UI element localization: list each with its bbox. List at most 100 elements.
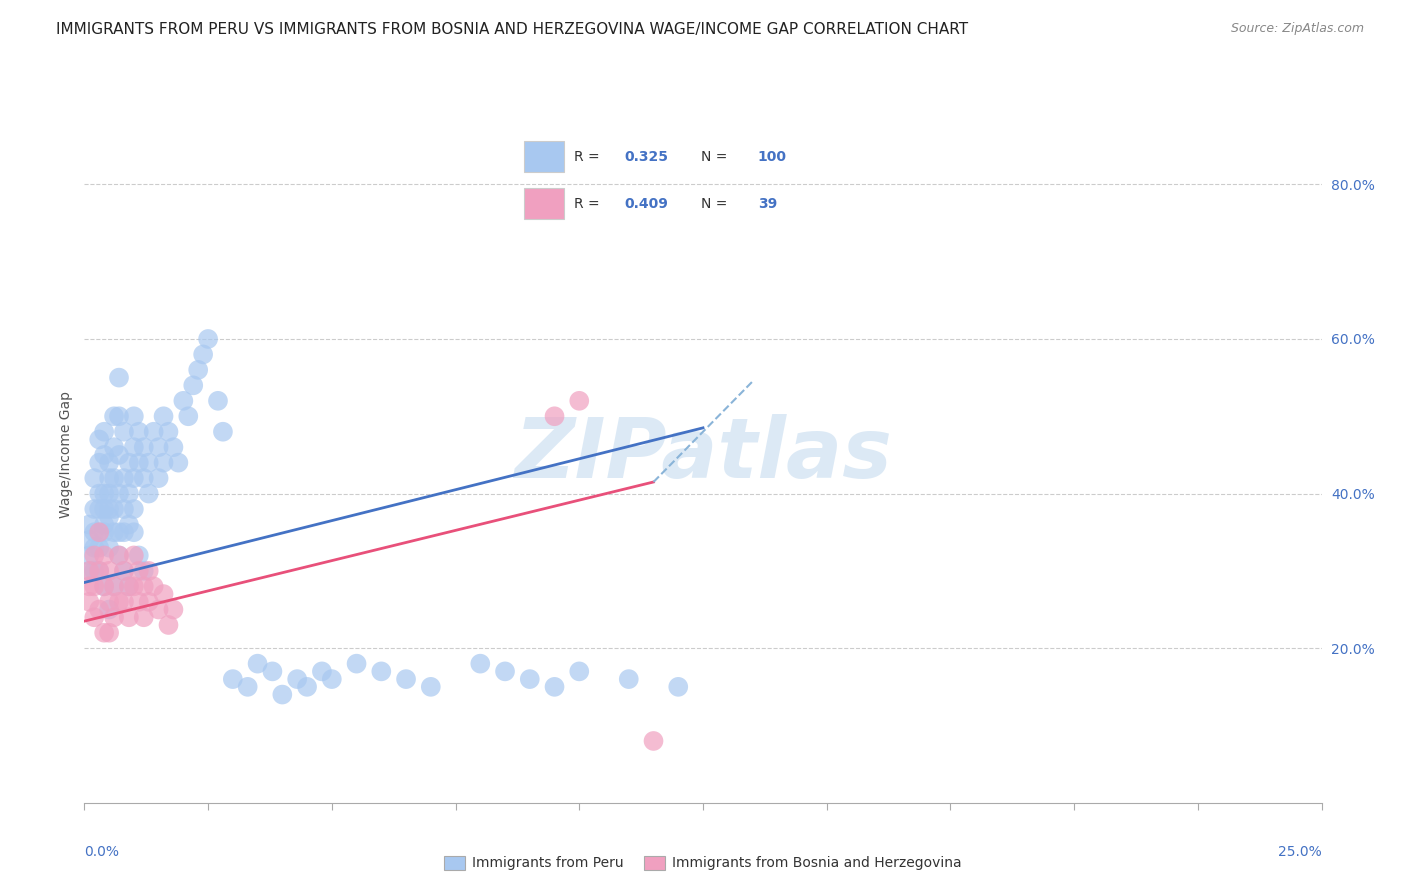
Point bbox=[112, 564, 135, 578]
Y-axis label: Wage/Income Gap: Wage/Income Gap bbox=[59, 392, 73, 518]
Point bbox=[138, 564, 160, 578]
Point bbox=[112, 525, 135, 540]
Point bbox=[83, 549, 105, 563]
Point bbox=[568, 665, 591, 679]
Point bbox=[494, 665, 516, 679]
Point bbox=[108, 486, 131, 500]
Point bbox=[152, 587, 174, 601]
Point bbox=[122, 525, 145, 540]
Point bbox=[103, 471, 125, 485]
Legend: Immigrants from Peru, Immigrants from Bosnia and Herzegovina: Immigrants from Peru, Immigrants from Bo… bbox=[439, 850, 967, 876]
Point bbox=[122, 409, 145, 424]
Point bbox=[132, 610, 155, 624]
Point bbox=[222, 672, 245, 686]
Point bbox=[89, 541, 111, 555]
Text: ZIPatlas: ZIPatlas bbox=[515, 415, 891, 495]
Point bbox=[89, 602, 111, 616]
Point bbox=[132, 440, 155, 454]
Point bbox=[112, 471, 135, 485]
Point bbox=[181, 378, 204, 392]
Point bbox=[98, 471, 121, 485]
Point bbox=[108, 370, 131, 384]
Point bbox=[93, 625, 115, 640]
Point bbox=[103, 409, 125, 424]
Point bbox=[370, 665, 392, 679]
Point bbox=[89, 456, 111, 470]
Point bbox=[132, 564, 155, 578]
Point bbox=[395, 672, 418, 686]
Text: IMMIGRANTS FROM PERU VS IMMIGRANTS FROM BOSNIA AND HERZEGOVINA WAGE/INCOME GAP C: IMMIGRANTS FROM PERU VS IMMIGRANTS FROM … bbox=[56, 22, 969, 37]
Point bbox=[128, 549, 150, 563]
Point bbox=[148, 471, 170, 485]
Point bbox=[157, 425, 180, 439]
Point bbox=[152, 456, 174, 470]
Point bbox=[83, 564, 105, 578]
Point bbox=[98, 502, 121, 516]
Point bbox=[79, 549, 101, 563]
Text: Source: ZipAtlas.com: Source: ZipAtlas.com bbox=[1230, 22, 1364, 36]
Point bbox=[128, 595, 150, 609]
Point bbox=[118, 579, 141, 593]
Point bbox=[519, 672, 541, 686]
Point bbox=[118, 579, 141, 593]
Point bbox=[108, 525, 131, 540]
Point bbox=[98, 625, 121, 640]
Point bbox=[118, 456, 141, 470]
Point bbox=[162, 602, 184, 616]
Point bbox=[83, 541, 105, 555]
Point bbox=[112, 564, 135, 578]
Point bbox=[103, 610, 125, 624]
Point bbox=[79, 579, 101, 593]
Point bbox=[93, 486, 115, 500]
Point bbox=[93, 579, 115, 593]
Point bbox=[148, 440, 170, 454]
Point bbox=[108, 448, 131, 462]
Point bbox=[177, 409, 200, 424]
Point bbox=[262, 665, 284, 679]
Point bbox=[93, 579, 115, 593]
Point bbox=[118, 486, 141, 500]
Point bbox=[207, 393, 229, 408]
Point bbox=[167, 456, 190, 470]
Point bbox=[98, 595, 121, 609]
Point bbox=[118, 610, 141, 624]
Point bbox=[103, 440, 125, 454]
Point bbox=[148, 602, 170, 616]
Point bbox=[543, 409, 565, 424]
Point bbox=[643, 734, 665, 748]
Point bbox=[142, 579, 165, 593]
Point bbox=[112, 595, 135, 609]
Point bbox=[103, 579, 125, 593]
Point bbox=[246, 657, 269, 671]
Point bbox=[112, 502, 135, 516]
Point bbox=[138, 486, 160, 500]
Point bbox=[112, 425, 135, 439]
Point bbox=[108, 595, 131, 609]
Point bbox=[172, 393, 194, 408]
Point bbox=[142, 425, 165, 439]
Point bbox=[285, 672, 308, 686]
Point bbox=[212, 425, 235, 439]
Point bbox=[162, 440, 184, 454]
Point bbox=[83, 525, 105, 540]
Point bbox=[98, 541, 121, 555]
Point bbox=[271, 688, 294, 702]
Point bbox=[132, 471, 155, 485]
Point bbox=[79, 517, 101, 532]
Point bbox=[419, 680, 441, 694]
Point bbox=[79, 564, 101, 578]
Point bbox=[122, 440, 145, 454]
Point bbox=[197, 332, 219, 346]
Point bbox=[89, 433, 111, 447]
Point bbox=[346, 657, 368, 671]
Point bbox=[83, 471, 105, 485]
Point bbox=[138, 456, 160, 470]
Point bbox=[98, 456, 121, 470]
Point bbox=[103, 502, 125, 516]
Point bbox=[128, 456, 150, 470]
Point bbox=[118, 517, 141, 532]
Point bbox=[122, 471, 145, 485]
Point bbox=[79, 533, 101, 547]
Point bbox=[122, 502, 145, 516]
Point bbox=[157, 618, 180, 632]
